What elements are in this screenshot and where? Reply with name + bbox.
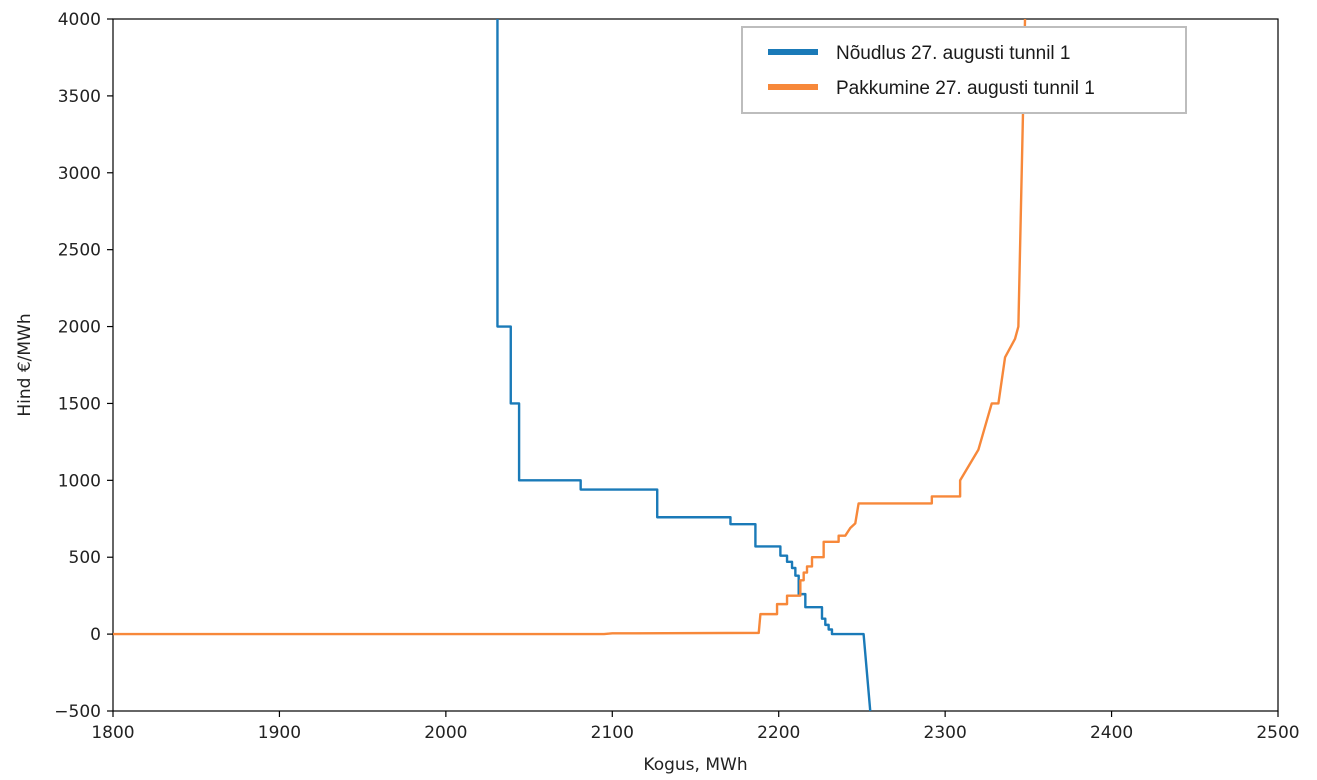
y-tick-label: 2500: [58, 241, 101, 261]
x-tick-label: 1800: [91, 723, 134, 743]
x-tick-label: 2100: [591, 723, 634, 743]
legend: Nõudlus 27. augusti tunnil 1 Pakkumine 2…: [741, 26, 1187, 114]
plot-frame: [112, 18, 1279, 712]
y-tick-label: 4000: [58, 10, 101, 30]
x-tick-label: 2300: [924, 723, 967, 743]
legend-label-demand: Nõudlus 27. augusti tunnil 1: [836, 43, 1071, 64]
x-tick-label: 2000: [424, 723, 467, 743]
demand-series-line: [496, 19, 872, 712]
y-tick-label: 1500: [58, 394, 101, 414]
y-tick-label: 2000: [58, 318, 101, 338]
x-axis-label: Kogus, MWh: [643, 755, 747, 775]
y-tick-label: 500: [69, 548, 101, 568]
x-tick-label: 2200: [757, 723, 800, 743]
series-layer: [113, 18, 1027, 712]
x-tick-label: 2400: [1090, 723, 1133, 743]
legend-frame: [741, 26, 1187, 114]
x-tick-label: 2500: [1256, 723, 1299, 743]
x-axis: 1800 1900 2000 2100 2200 2300 2400 2500: [91, 711, 1300, 743]
y-axis: −500 0 500 1000 1500 2000 2500 3000 3500 4000: [54, 10, 113, 722]
y-tick-label: 3500: [58, 87, 101, 107]
supply-series-line: [113, 18, 1027, 636]
y-tick-label: −500: [54, 702, 101, 722]
y-tick-label: 1000: [58, 471, 101, 491]
y-tick-label: 0: [90, 625, 101, 645]
x-tick-label: 1900: [258, 723, 301, 743]
y-tick-label: 3000: [58, 164, 101, 184]
y-axis-label: Hind €/MWh: [15, 313, 35, 416]
legend-label-supply: Pakkumine 27. augusti tunnil 1: [836, 78, 1095, 99]
